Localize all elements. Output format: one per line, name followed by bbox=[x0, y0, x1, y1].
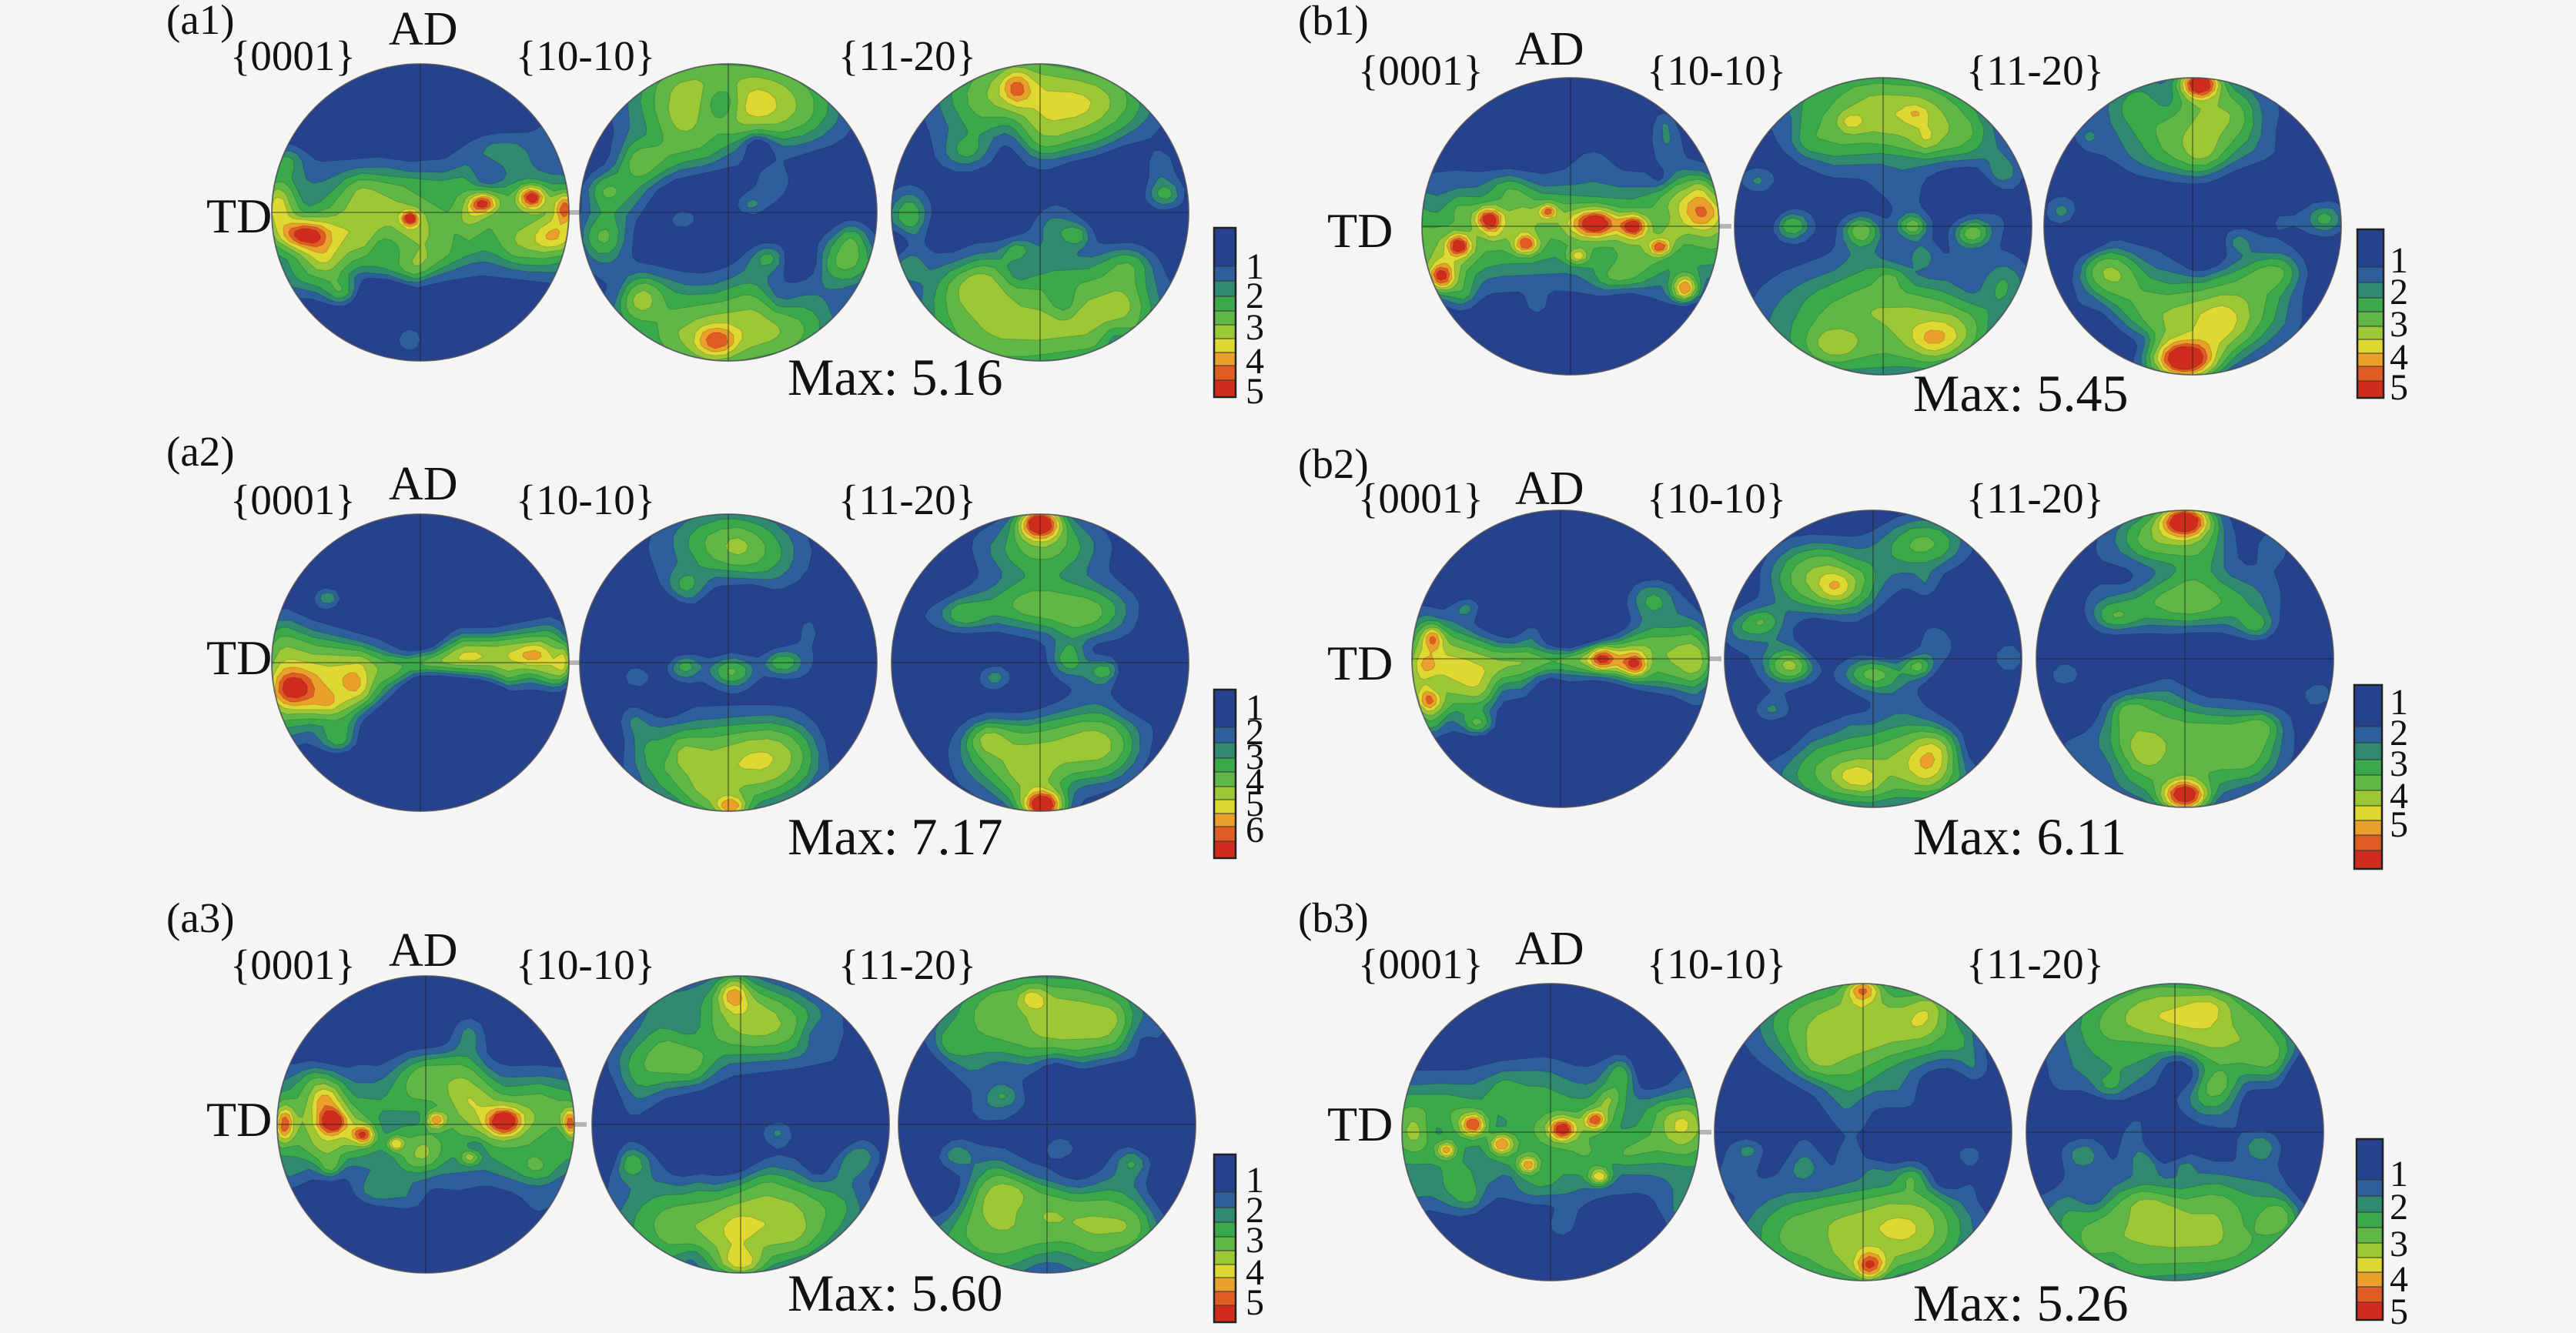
svg-text:5: 5 bbox=[2390, 1291, 2408, 1332]
svg-text:4: 4 bbox=[2390, 1259, 2408, 1300]
svg-text:{11-20}: {11-20} bbox=[1966, 47, 2104, 94]
svg-text:4: 4 bbox=[2390, 337, 2408, 378]
svg-text:5: 5 bbox=[2390, 804, 2408, 845]
svg-text:{10-10}: {10-10} bbox=[516, 941, 655, 988]
svg-text:TD: TD bbox=[1327, 203, 1393, 258]
svg-text:5: 5 bbox=[1246, 1282, 1264, 1323]
svg-text:{11-20}: {11-20} bbox=[838, 476, 976, 523]
svg-text:{11-20}: {11-20} bbox=[838, 32, 976, 79]
svg-text:3: 3 bbox=[2390, 1224, 2408, 1265]
svg-text:2: 2 bbox=[1246, 1190, 1264, 1231]
svg-text:(b3): (b3) bbox=[1298, 894, 1369, 941]
svg-text:{10-10}: {10-10} bbox=[1647, 940, 1786, 987]
svg-text:Max: 5.26: Max: 5.26 bbox=[1913, 1274, 2129, 1332]
svg-text:(a1): (a1) bbox=[166, 0, 235, 43]
svg-text:4: 4 bbox=[1246, 1252, 1264, 1293]
svg-text:Max: 5.16: Max: 5.16 bbox=[788, 348, 1003, 406]
svg-text:2: 2 bbox=[1246, 712, 1264, 753]
svg-text:(b2): (b2) bbox=[1298, 440, 1369, 487]
svg-text:AD: AD bbox=[389, 924, 458, 977]
svg-text:AD: AD bbox=[389, 458, 458, 510]
svg-text:AD: AD bbox=[1515, 923, 1584, 975]
svg-text:{10-10}: {10-10} bbox=[1647, 475, 1786, 522]
svg-text:Max: 6.11: Max: 6.11 bbox=[1913, 807, 2126, 866]
svg-text:{0001}: {0001} bbox=[1358, 940, 1484, 987]
svg-text:2: 2 bbox=[2390, 1187, 2408, 1228]
svg-text:TD: TD bbox=[206, 1092, 272, 1147]
svg-text:Max: 7.17: Max: 7.17 bbox=[788, 807, 1003, 866]
svg-text:4: 4 bbox=[1246, 761, 1264, 802]
svg-text:TD: TD bbox=[206, 630, 272, 685]
svg-text:3: 3 bbox=[2390, 304, 2408, 345]
svg-text:{0001}: {0001} bbox=[230, 941, 356, 988]
svg-text:{11-20}: {11-20} bbox=[1966, 940, 2104, 987]
svg-text:1: 1 bbox=[1246, 687, 1264, 728]
svg-text:6: 6 bbox=[1246, 810, 1264, 850]
svg-text:3: 3 bbox=[1246, 737, 1264, 777]
svg-text:5: 5 bbox=[2390, 367, 2408, 408]
svg-text:1: 1 bbox=[2390, 682, 2408, 723]
svg-text:{11-20}: {11-20} bbox=[838, 941, 976, 988]
svg-text:1: 1 bbox=[2390, 1154, 2408, 1194]
svg-text:AD: AD bbox=[1515, 23, 1584, 75]
svg-text:5: 5 bbox=[1246, 783, 1264, 824]
svg-text:{10-10}: {10-10} bbox=[516, 32, 655, 79]
svg-text:{0001}: {0001} bbox=[1358, 475, 1484, 522]
svg-text:TD: TD bbox=[1327, 636, 1393, 690]
svg-text:(b1): (b1) bbox=[1298, 0, 1369, 44]
svg-text:AD: AD bbox=[1515, 463, 1584, 515]
svg-text:AD: AD bbox=[389, 3, 458, 55]
svg-text:1: 1 bbox=[1246, 246, 1264, 287]
svg-text:3: 3 bbox=[2390, 743, 2408, 784]
svg-text:1: 1 bbox=[2390, 240, 2408, 281]
svg-text:(a2): (a2) bbox=[166, 428, 235, 475]
svg-text:1: 1 bbox=[1246, 1160, 1264, 1201]
svg-text:{0001}: {0001} bbox=[230, 32, 356, 79]
svg-text:2: 2 bbox=[2390, 713, 2408, 753]
svg-text:{0001}: {0001} bbox=[230, 476, 356, 523]
svg-text:Max: 5.60: Max: 5.60 bbox=[788, 1264, 1003, 1322]
svg-text:2: 2 bbox=[2390, 272, 2408, 312]
svg-text:{11-20}: {11-20} bbox=[1966, 475, 2104, 522]
svg-text:4: 4 bbox=[1246, 341, 1264, 382]
svg-text:{0001}: {0001} bbox=[1358, 47, 1484, 94]
svg-text:2: 2 bbox=[1246, 276, 1264, 316]
svg-text:3: 3 bbox=[1246, 307, 1264, 348]
svg-text:5: 5 bbox=[1246, 371, 1264, 412]
svg-text:Max: 5.45: Max: 5.45 bbox=[1913, 364, 2129, 423]
svg-text:{10-10}: {10-10} bbox=[1647, 47, 1786, 94]
svg-text:{10-10}: {10-10} bbox=[516, 476, 655, 523]
svg-text:4: 4 bbox=[2390, 776, 2408, 817]
svg-text:TD: TD bbox=[206, 189, 272, 243]
svg-text:TD: TD bbox=[1327, 1097, 1393, 1151]
svg-text:3: 3 bbox=[1246, 1220, 1264, 1261]
svg-text:(a3): (a3) bbox=[166, 894, 235, 941]
